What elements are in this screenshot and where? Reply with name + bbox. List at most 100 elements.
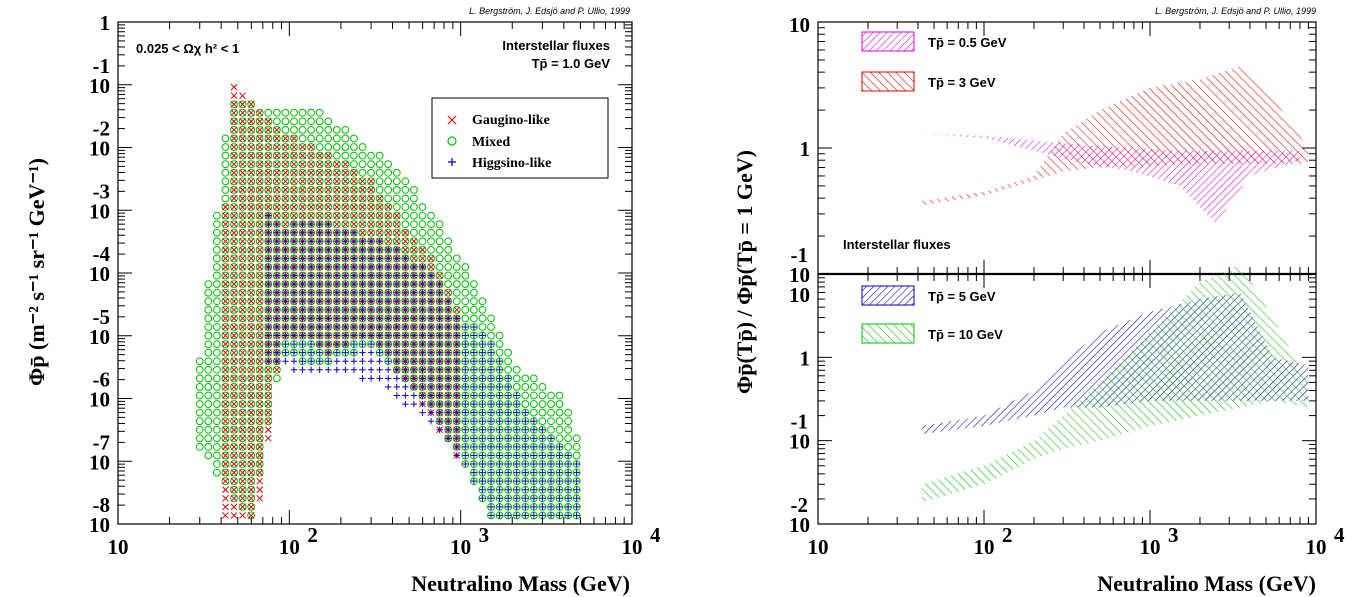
mixed-point	[452, 408, 461, 417]
gaugino-point	[264, 366, 272, 374]
mixed-point	[290, 280, 298, 289]
higgsino-point	[376, 340, 383, 348]
higgsino-point	[573, 503, 580, 511]
mixed-point	[247, 383, 256, 391]
higgsino-point	[367, 255, 375, 262]
gaugino-point	[256, 186, 264, 194]
mixed-point	[212, 383, 221, 391]
mixed-point	[350, 245, 358, 254]
mixed-point	[350, 194, 358, 203]
mixed-point	[495, 365, 504, 374]
higgsino-point	[496, 426, 503, 433]
y-tick-exponent: -7	[93, 430, 111, 454]
mixed-point	[444, 280, 453, 289]
gaugino-point	[256, 306, 264, 314]
mixed-point	[324, 177, 333, 186]
mixed-point	[298, 211, 307, 220]
higgsino-point	[496, 375, 503, 382]
mixed-point	[392, 203, 401, 211]
higgsino-point	[290, 332, 298, 339]
mixed-point	[341, 160, 350, 169]
gaugino-point	[230, 92, 238, 100]
mixed-point	[469, 374, 478, 383]
mixed-point	[341, 194, 350, 203]
gaugino-point	[247, 366, 255, 374]
mixed-point	[298, 203, 307, 211]
mixed-point	[375, 177, 384, 186]
mixed-point	[264, 134, 273, 143]
gaugino-point	[393, 237, 401, 245]
mixed-point	[307, 245, 316, 254]
gaugino-point	[290, 186, 298, 194]
higgsino-point	[547, 503, 555, 511]
gaugino-point	[282, 186, 289, 194]
higgsino-point	[359, 340, 366, 348]
mixed-point	[272, 245, 281, 254]
mixed-point	[495, 408, 504, 417]
y-tick-label: 10	[89, 199, 110, 223]
higgsino-point	[444, 349, 452, 356]
gaugino-point	[282, 195, 289, 202]
gaugino-point	[222, 477, 229, 485]
higgsino-point	[316, 298, 323, 305]
gaugino-point	[427, 255, 435, 262]
higgsino-point	[470, 375, 478, 382]
gaugino-point	[222, 494, 229, 502]
mixed-point	[538, 400, 547, 408]
mixed-point	[298, 160, 307, 169]
higgsino-point	[444, 392, 452, 399]
gaugino-point	[290, 152, 298, 159]
higgsino-point	[462, 383, 469, 391]
mixed-point	[427, 245, 435, 254]
gaugino-point	[350, 169, 358, 177]
mixed-point	[392, 340, 401, 349]
mixed-point	[521, 494, 530, 503]
gaugino-point	[230, 272, 238, 279]
mixed-point	[255, 460, 264, 468]
gaugino-point	[230, 186, 238, 194]
mixed-point	[452, 314, 461, 323]
higgsino-point	[573, 486, 580, 493]
gaugino-point	[324, 160, 332, 168]
mixed-point	[212, 425, 221, 434]
higgsino-point	[427, 340, 435, 348]
mixed-point	[315, 340, 324, 349]
mixed-point	[298, 305, 307, 314]
gaugino-point	[342, 212, 349, 219]
gaugino-point	[282, 160, 289, 168]
mixed-point	[427, 374, 435, 383]
mixed-point	[350, 134, 358, 143]
gaugino-point	[273, 152, 281, 159]
mixed-point	[410, 186, 418, 194]
gaugino-point	[247, 160, 255, 168]
mixed-point	[264, 177, 273, 186]
gaugino-point	[230, 152, 238, 159]
mixed-point	[538, 391, 547, 400]
mixed-point	[401, 228, 410, 237]
mixed-point	[212, 297, 221, 306]
mixed-point	[392, 177, 401, 186]
mixed-point	[350, 280, 358, 289]
gaugino-point	[273, 143, 281, 151]
gaugino-point	[290, 135, 298, 142]
mixed-point	[255, 228, 264, 237]
gaugino-point	[222, 203, 229, 211]
mixed-point	[238, 391, 247, 400]
gaugino-point	[247, 212, 255, 219]
gaugino-point	[324, 203, 332, 211]
mixed-point	[238, 203, 247, 211]
mixed-point	[264, 237, 273, 246]
higgsino-point	[504, 452, 512, 459]
mixed-point	[358, 305, 367, 314]
mixed-point	[418, 211, 427, 220]
gaugino-point	[230, 340, 238, 348]
gaugino-point	[299, 186, 306, 194]
higgsino-point	[350, 332, 358, 339]
mixed-point	[444, 323, 453, 331]
mixed-point	[315, 323, 324, 331]
gaugino-point	[256, 177, 264, 185]
mixed-point	[255, 117, 264, 126]
mixed-point	[401, 280, 410, 289]
mixed-point	[512, 408, 521, 417]
higgsino-point	[427, 332, 435, 339]
